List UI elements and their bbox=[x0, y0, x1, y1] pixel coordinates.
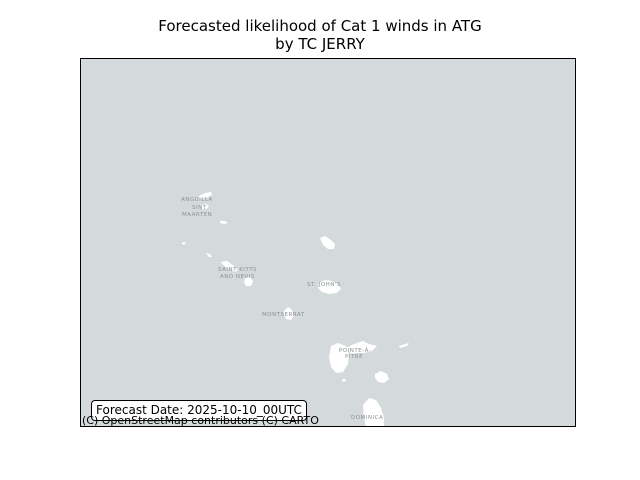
label-st-johns: ST. JOHN'S bbox=[307, 282, 341, 288]
island-les-saintes bbox=[342, 379, 346, 382]
label-pointe-a: POINTE-À- bbox=[339, 347, 371, 354]
label-dominica: DOMINICA bbox=[351, 415, 383, 421]
chart-title-line-1: Forecasted likelihood of Cat 1 winds in … bbox=[158, 17, 482, 35]
island-st-barthelemy bbox=[220, 221, 228, 224]
label-sint: SINT bbox=[192, 205, 207, 211]
label-anguilla: ANGUILLA bbox=[181, 197, 213, 203]
island-desirade bbox=[399, 343, 409, 348]
map-panel: ANGUILLA SINT MAARTEN SAINT KITTS AND NE… bbox=[80, 58, 576, 427]
label-montserrat: MONTSERRAT bbox=[262, 312, 305, 318]
map-attribution: (C) OpenStreetMap contributors (C) CARTO bbox=[82, 414, 319, 427]
island-basse-terre bbox=[329, 343, 349, 373]
island-marie-galante bbox=[375, 371, 389, 383]
island-montserrat bbox=[284, 307, 294, 320]
island-saint-martin bbox=[201, 204, 209, 209]
chart-title-line-2: by TC JERRY bbox=[275, 35, 365, 53]
forecast-date-box: Forecast Date: 2025-10-10_00UTC bbox=[91, 400, 307, 421]
island-grande-terre bbox=[346, 341, 377, 354]
island-saba bbox=[181, 242, 186, 245]
label-maarten: MAARTEN bbox=[182, 212, 212, 218]
island-barbuda bbox=[320, 236, 335, 249]
label-and-nevis: AND NEVIS bbox=[220, 274, 255, 280]
island-dominica bbox=[363, 398, 384, 426]
label-saint-kitts: SAINT KITTS bbox=[218, 267, 257, 273]
island-antigua bbox=[318, 280, 341, 294]
island-anguilla bbox=[199, 192, 212, 199]
basemap: ANGUILLA SINT MAARTEN SAINT KITTS AND NE… bbox=[181, 192, 409, 426]
island-nevis bbox=[244, 277, 253, 286]
island-st-kitts bbox=[221, 261, 238, 272]
island-st-eustatius bbox=[206, 253, 212, 257]
label-pitre: PITRE bbox=[345, 354, 363, 360]
